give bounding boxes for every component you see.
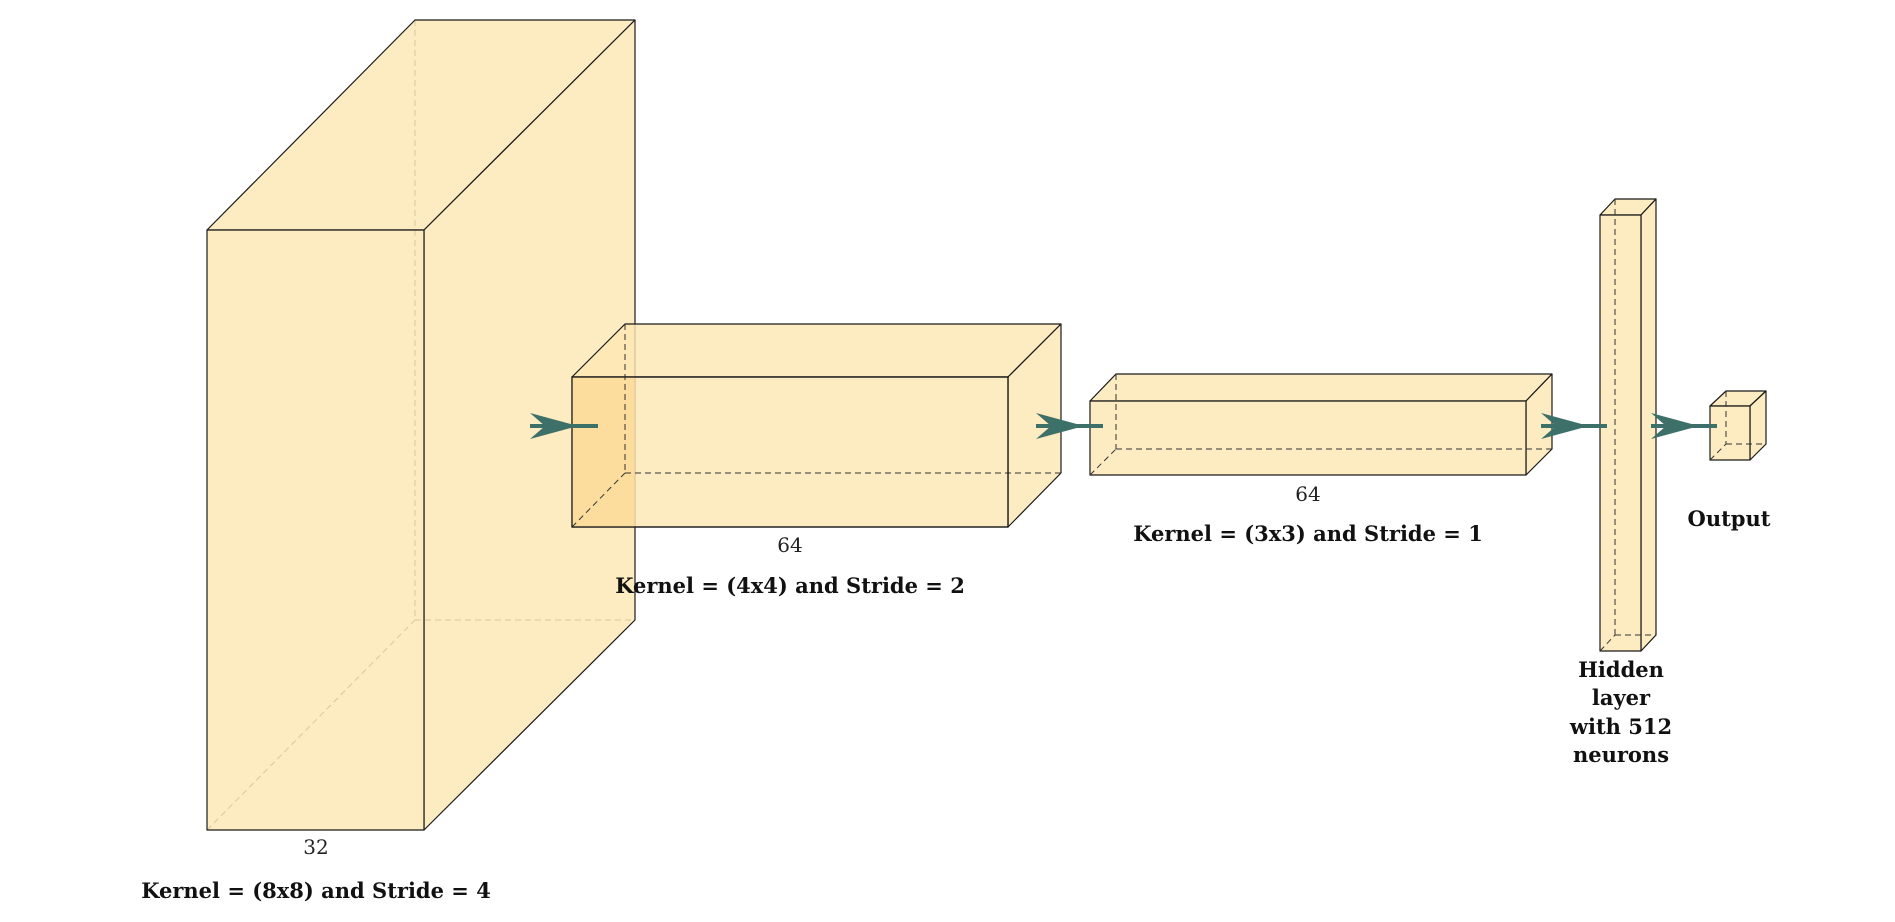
hidden-layer-caption-line-4: neurons xyxy=(1573,742,1669,767)
hidden-dense-layer xyxy=(1599,198,1657,652)
layer-2-dim-label: 64 xyxy=(777,533,802,557)
arrow-into-layer-2 xyxy=(530,413,598,439)
conv-layer-2 xyxy=(571,323,1062,528)
hidden-layer-caption-line-1: Hidden xyxy=(1578,657,1664,682)
layer-2-caption: Kernel = (4x4) and Stride = 2 xyxy=(615,573,965,598)
hidden-layer-caption-line-3: with 512 xyxy=(1569,714,1672,739)
conv-layer-1 xyxy=(206,19,636,831)
hidden-layer-caption-line-2: layer xyxy=(1592,685,1651,710)
arrow-into-layer-3 xyxy=(1036,413,1103,439)
layer-3-caption: Kernel = (3x3) and Stride = 1 xyxy=(1133,521,1483,546)
layer-3-dim-label: 64 xyxy=(1295,482,1320,506)
arrow-into-output xyxy=(1651,413,1717,439)
layer-1-caption: Kernel = (8x8) and Stride = 4 xyxy=(141,878,491,903)
conv-layer-3 xyxy=(1089,373,1553,476)
output-layer xyxy=(1709,390,1767,461)
arrow-into-hidden-layer xyxy=(1541,413,1607,439)
output-caption: Output xyxy=(1688,506,1771,531)
layer-1-dim-label: 32 xyxy=(303,835,328,859)
